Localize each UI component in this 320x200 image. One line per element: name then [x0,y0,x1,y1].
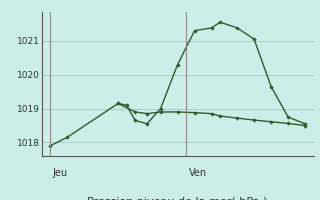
Text: Ven: Ven [189,168,207,178]
Text: Jeu: Jeu [53,168,68,178]
Text: Pression niveau de la mer( hPa ): Pression niveau de la mer( hPa ) [87,196,268,200]
